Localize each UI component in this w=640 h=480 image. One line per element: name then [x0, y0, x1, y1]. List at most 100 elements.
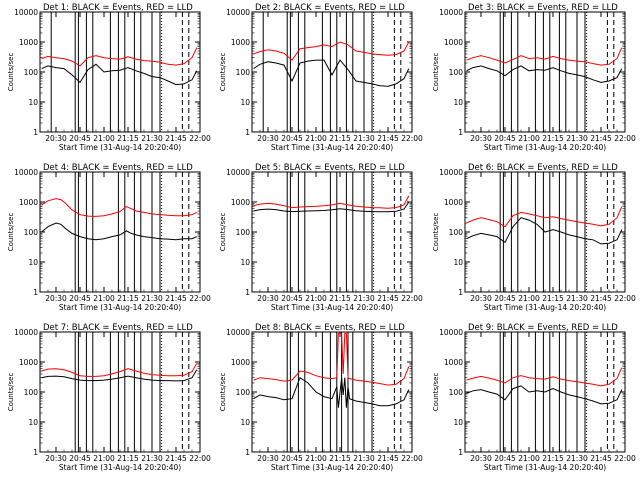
x-tick-label: 21:15	[542, 134, 564, 143]
x-tick-label: 21:30	[353, 454, 375, 463]
x-tick-label: 20:45	[281, 454, 303, 463]
x-tick-label: 20:30	[257, 294, 279, 303]
series-line-events	[253, 376, 410, 408]
y-tick-label: 100	[236, 68, 251, 77]
y-tick-label: 1	[245, 288, 250, 297]
x-tick-label: 21:00	[518, 454, 540, 463]
panel-det-1: Det 1: BLACK = Events, RED = LLD Counts/s…	[7, 3, 211, 152]
x-axis-label: Start Time (31-Aug-14 20:20:40)	[484, 143, 606, 152]
panel-det-9: Det 9: BLACK = Events, RED = LLD Counts/s…	[432, 323, 636, 472]
y-axis-label: Counts/sec	[219, 53, 227, 92]
panel-title: Det 3: BLACK = Events, RED = LLD	[468, 3, 618, 13]
x-axis-label: Start Time (31-Aug-14 20:20:40)	[271, 303, 393, 312]
x-tick-label: 21:30	[353, 294, 375, 303]
x-tick-label: 21:30	[566, 134, 588, 143]
panel-det-3: Det 3: BLACK = Events, RED = LLD Counts/s…	[432, 3, 636, 152]
x-axis-label: Start Time (31-Aug-14 20:20:40)	[59, 143, 181, 152]
panel-title: Det 6: BLACK = Events, RED = LLD	[468, 163, 618, 173]
series-line-lld	[253, 332, 410, 386]
x-tick-label: 21:45	[377, 294, 399, 303]
panel-det-6: Det 6: BLACK = Events, RED = LLD Counts/s…	[432, 163, 636, 312]
y-tick-label: 1000	[231, 38, 250, 47]
panel-title: Det 2: BLACK = Events, RED = LLD	[255, 3, 405, 13]
series-line-events	[466, 385, 623, 405]
y-tick-label: 10	[240, 418, 250, 427]
x-tick-label: 20:45	[494, 294, 516, 303]
x-tick-label: 20:30	[470, 454, 492, 463]
x-tick-label: 21:30	[353, 134, 375, 143]
y-tick-label: 1	[33, 448, 38, 457]
plot-frame	[251, 331, 413, 453]
x-tick-label: 21:30	[141, 454, 163, 463]
x-tick-label: 20:45	[69, 454, 91, 463]
panel-title: Det 9: BLACK = Events, RED = LLD	[468, 323, 618, 333]
plot-frame	[39, 331, 201, 453]
y-tick-label: 100	[236, 388, 251, 397]
x-tick-label: 20:30	[257, 134, 279, 143]
x-tick-label: 22:00	[614, 134, 636, 143]
panel-title: Det 8: BLACK = Events, RED = LLD	[255, 323, 405, 333]
y-axis-label: Counts/sec	[7, 53, 15, 92]
x-tick-label: 21:30	[566, 454, 588, 463]
series-line-lld	[466, 206, 623, 228]
y-tick-label: 10000	[439, 168, 463, 177]
x-axis-label: Start Time (31-Aug-14 20:20:40)	[271, 463, 393, 472]
y-tick-label: 10000	[14, 328, 38, 337]
y-tick-label: 100	[449, 228, 464, 237]
y-axis-label: Counts/sec	[432, 213, 440, 252]
y-tick-label: 10	[453, 258, 463, 267]
panel-title: Det 5: BLACK = Events, RED = LLD	[255, 163, 405, 173]
y-axis-label: Counts/sec	[7, 213, 15, 252]
x-tick-label: 22:00	[189, 294, 211, 303]
x-tick-label: 20:30	[45, 134, 67, 143]
y-tick-label: 1000	[444, 198, 463, 207]
y-tick-label: 10	[28, 258, 38, 267]
y-axis-label: Counts/sec	[219, 373, 227, 412]
x-tick-label: 21:45	[590, 294, 612, 303]
y-axis-label: Counts/sec	[219, 213, 227, 252]
y-tick-label: 100	[449, 68, 464, 77]
y-tick-label: 1	[458, 288, 463, 297]
series-line-events	[253, 59, 410, 87]
series-line-events	[253, 201, 410, 213]
y-tick-label: 100	[449, 388, 464, 397]
y-axis-label: Counts/sec	[7, 373, 15, 412]
x-tick-label: 22:00	[401, 454, 423, 463]
series-line-events	[466, 217, 623, 245]
y-tick-label: 100	[24, 68, 39, 77]
x-tick-label: 21:00	[93, 454, 115, 463]
x-axis-label: Start Time (31-Aug-14 20:20:40)	[59, 463, 181, 472]
panel-det-8: Det 8: BLACK = Events, RED = LLD Counts/s…	[219, 323, 423, 472]
x-tick-label: 21:00	[93, 294, 115, 303]
series-line-lld	[466, 47, 623, 66]
y-tick-label: 1000	[19, 38, 38, 47]
y-axis-label: Counts/sec	[432, 373, 440, 412]
y-tick-label: 10000	[226, 8, 250, 17]
x-tick-label: 21:45	[377, 454, 399, 463]
x-tick-label: 20:30	[45, 294, 67, 303]
x-axis-label: Start Time (31-Aug-14 20:20:40)	[271, 143, 393, 152]
x-tick-label: 20:30	[470, 134, 492, 143]
y-tick-label: 1	[458, 448, 463, 457]
x-tick-label: 22:00	[189, 454, 211, 463]
x-tick-label: 20:30	[470, 294, 492, 303]
x-tick-label: 21:15	[542, 294, 564, 303]
x-axis-label: Start Time (31-Aug-14 20:20:40)	[484, 463, 606, 472]
series-line-lld	[253, 41, 410, 61]
y-tick-label: 1	[33, 288, 38, 297]
y-tick-label: 1000	[444, 358, 463, 367]
x-tick-label: 20:45	[281, 134, 303, 143]
series-line-events	[41, 222, 198, 241]
y-tick-label: 10	[453, 418, 463, 427]
x-tick-label: 22:00	[401, 294, 423, 303]
x-tick-label: 20:30	[257, 454, 279, 463]
x-tick-label: 21:00	[305, 294, 327, 303]
series-line-events	[466, 65, 623, 83]
x-tick-label: 20:30	[45, 454, 67, 463]
x-tick-label: 20:45	[69, 134, 91, 143]
x-tick-label: 21:15	[542, 454, 564, 463]
y-tick-label: 10000	[14, 168, 38, 177]
x-tick-label: 21:15	[329, 134, 351, 143]
